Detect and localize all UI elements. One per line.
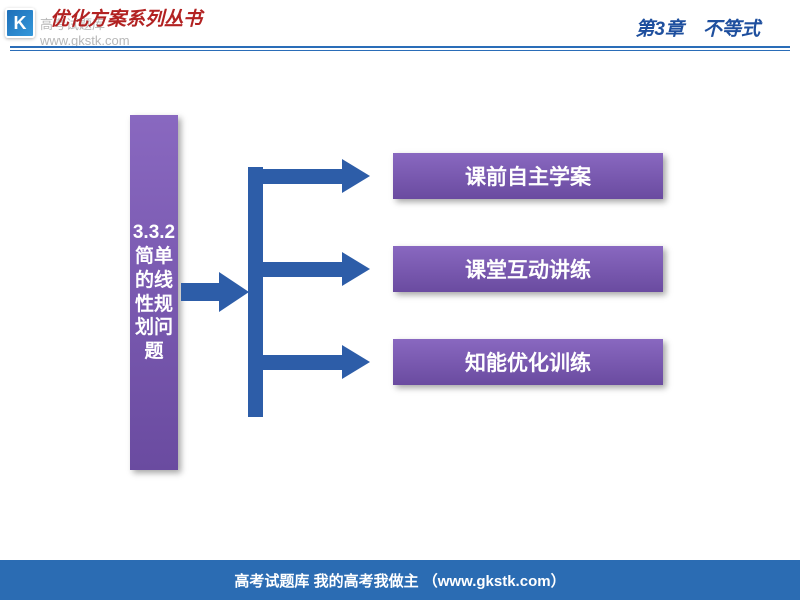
topic-box: 3.3.2简单的线性规划问题 <box>130 115 178 470</box>
main-arrow-head-icon <box>219 272 249 312</box>
logo-icon: K <box>5 8 35 38</box>
item-label: 课堂互动讲练 <box>465 254 591 284</box>
branch-arrow-head-icon <box>342 252 370 286</box>
bracket-line <box>248 167 270 417</box>
branch-connector <box>248 262 270 277</box>
branch-arrow-head-icon <box>342 159 370 193</box>
footer: 高考试题库 我的高考我做主 （www.gkstk.com） <box>0 560 800 600</box>
item-label: 课前自主学案 <box>465 161 591 191</box>
branch-arrow-head-icon <box>342 345 370 379</box>
main-arrow-stem <box>181 283 219 301</box>
footer-text: 高考试题库 我的高考我做主 （www.gkstk.com） <box>234 570 565 591</box>
header-divider-thin <box>10 50 790 51</box>
series-title: 优化方案系列丛书 <box>50 4 202 31</box>
header: K 高考试题库 www.gkstk.com 优化方案系列丛书 第3章 不等式 <box>0 0 800 50</box>
item-box[interactable]: 课堂互动讲练 <box>393 246 663 292</box>
branch-arrow-stem <box>270 355 342 370</box>
item-box[interactable]: 课前自主学案 <box>393 153 663 199</box>
branch-arrow-stem <box>270 169 342 184</box>
branch-connector <box>248 169 270 184</box>
branch-connector <box>248 355 270 370</box>
item-box[interactable]: 知能优化训练 <box>393 339 663 385</box>
diagram: 3.3.2简单的线性规划问题 课前自主学案课堂互动讲练知能优化训练 <box>0 115 800 540</box>
chapter-title: 第3章 不等式 <box>635 14 760 41</box>
header-divider <box>10 46 790 48</box>
branch-arrow-stem <box>270 262 342 277</box>
item-label: 知能优化训练 <box>465 347 591 377</box>
